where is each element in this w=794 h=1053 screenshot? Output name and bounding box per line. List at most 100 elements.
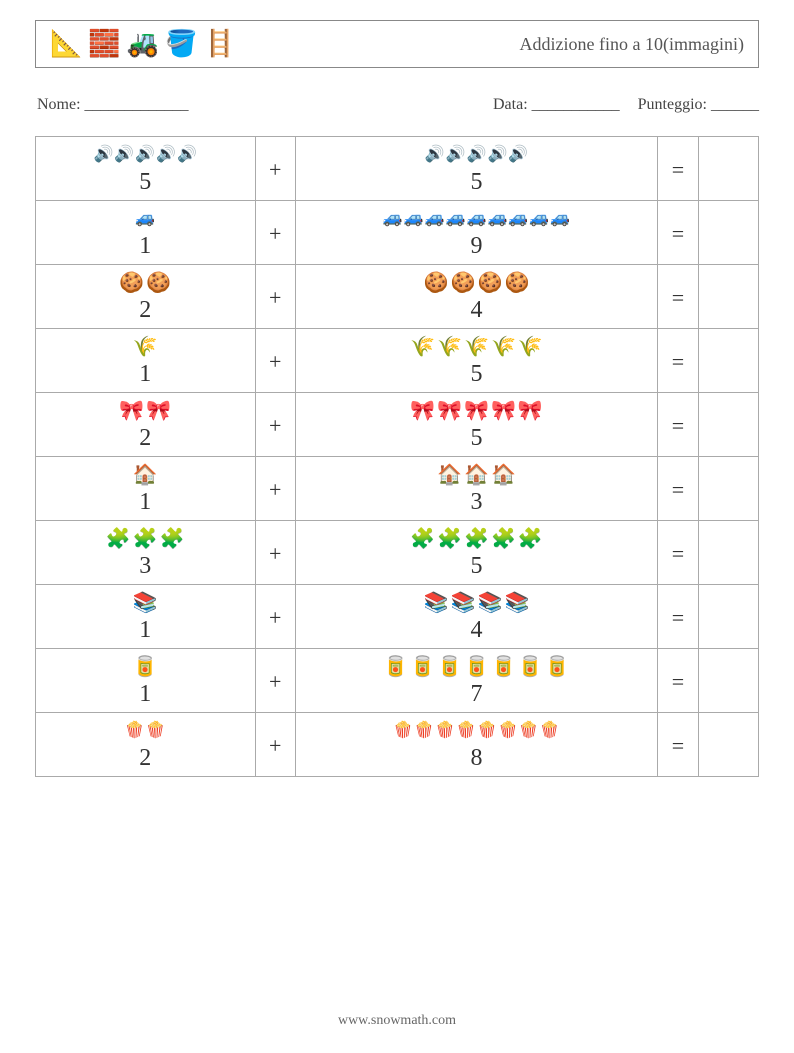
- problem-row: 🚙1+🚙🚙🚙🚙🚙🚙🚙🚙🚙9=: [36, 201, 759, 265]
- answer-cell[interactable]: [698, 713, 758, 777]
- equals-sign: =: [658, 649, 698, 713]
- can-icon: 🥫: [383, 657, 408, 677]
- operand-left: 🌾1: [36, 329, 256, 393]
- popcorn-icon: 🍿: [456, 723, 476, 739]
- operand-left-value: 3: [139, 553, 151, 580]
- wheat-icon: 🌾: [518, 337, 543, 357]
- ladder-icon: 🪜: [204, 31, 236, 57]
- operand-right-value: 3: [471, 489, 483, 516]
- ginger-icon: 🍪: [478, 273, 503, 293]
- maze-icon: 🧩: [464, 529, 489, 549]
- equals-sign: =: [658, 393, 698, 457]
- operand-right-value: 7: [471, 681, 483, 708]
- operand-left: 🧩🧩🧩3: [36, 521, 256, 585]
- operand-right: 🍿🍿🍿🍿🍿🍿🍿🍿8: [295, 713, 658, 777]
- operand-right: 🔊🔊🔊🔊🔊5: [295, 137, 658, 201]
- answer-cell[interactable]: [698, 521, 758, 585]
- operand-left: 📚1: [36, 585, 256, 649]
- answer-cell[interactable]: [698, 201, 758, 265]
- bowtie-icon: 🎀: [464, 401, 489, 421]
- operand-left: 🍿🍿2: [36, 713, 256, 777]
- car-icon: 🚙: [529, 211, 549, 227]
- car-icon: 🚙: [487, 211, 507, 227]
- plus-sign: +: [255, 457, 295, 521]
- operand-right-value: 5: [471, 169, 483, 196]
- car-icon: 🚙: [550, 211, 570, 227]
- answer-cell[interactable]: [698, 265, 758, 329]
- operand-right-value: 4: [471, 617, 483, 644]
- operand-left-value: 2: [139, 297, 151, 324]
- books-icon: 📚: [504, 593, 529, 613]
- plus-sign: +: [255, 201, 295, 265]
- equals-sign: =: [658, 713, 698, 777]
- maze-icon: 🧩: [437, 529, 462, 549]
- operand-right: 🥫🥫🥫🥫🥫🥫🥫7: [295, 649, 658, 713]
- operand-left-value: 1: [139, 617, 151, 644]
- compass-icon: 📐: [50, 31, 82, 57]
- operand-left: 🏠1: [36, 457, 256, 521]
- maze-icon: 🧩: [133, 529, 158, 549]
- house-icon: 🏠: [491, 465, 516, 485]
- books-icon: 📚: [451, 593, 476, 613]
- equals-sign: =: [658, 265, 698, 329]
- problem-row: 🔊🔊🔊🔊🔊5+🔊🔊🔊🔊🔊5=: [36, 137, 759, 201]
- popcorn-icon: 🍿: [125, 723, 145, 739]
- operand-right: 🍪🍪🍪🍪4: [295, 265, 658, 329]
- name-field: Nome: _____________: [37, 96, 189, 114]
- answer-cell[interactable]: [698, 585, 758, 649]
- equals-sign: =: [658, 201, 698, 265]
- popcorn-icon: 🍿: [498, 723, 518, 739]
- books-icon: 📚: [478, 593, 503, 613]
- operand-left-value: 1: [139, 233, 151, 260]
- problem-row: 🧩🧩🧩3+🧩🧩🧩🧩🧩5=: [36, 521, 759, 585]
- wheat-icon: 🌾: [437, 337, 462, 357]
- answer-cell[interactable]: [698, 457, 758, 521]
- wheat-icon: 🌾: [133, 337, 158, 357]
- bowtie-icon: 🎀: [146, 401, 171, 421]
- footer-url: www.snowmath.com: [0, 1013, 794, 1029]
- operand-right-value: 4: [471, 297, 483, 324]
- answer-cell[interactable]: [698, 393, 758, 457]
- problem-row: 📚1+📚📚📚📚4=: [36, 585, 759, 649]
- house-icon: 🏠: [133, 465, 158, 485]
- speaker-icon: 🔊: [156, 147, 176, 163]
- operand-left: 🥫1: [36, 649, 256, 713]
- date-field: Data: ___________: [493, 96, 620, 114]
- answer-cell[interactable]: [698, 649, 758, 713]
- plus-sign: +: [255, 393, 295, 457]
- operand-left-value: 1: [139, 361, 151, 388]
- operand-right: 📚📚📚📚4: [295, 585, 658, 649]
- equals-sign: =: [658, 585, 698, 649]
- plus-sign: +: [255, 521, 295, 585]
- operand-right-value: 9: [471, 233, 483, 260]
- speaker-icon: 🔊: [177, 147, 197, 163]
- car-icon: 🚙: [446, 211, 466, 227]
- can-icon: 🥫: [545, 657, 570, 677]
- car-icon: 🚙: [404, 211, 424, 227]
- operand-right: 🧩🧩🧩🧩🧩5: [295, 521, 658, 585]
- maze-icon: 🧩: [518, 529, 543, 549]
- popcorn-icon: 🍿: [519, 723, 539, 739]
- speaker-icon: 🔊: [446, 147, 466, 163]
- problem-row: 🥫1+🥫🥫🥫🥫🥫🥫🥫7=: [36, 649, 759, 713]
- ginger-icon: 🍪: [504, 273, 529, 293]
- score-field: Punteggio: ______: [638, 96, 759, 114]
- bowtie-icon: 🎀: [119, 401, 144, 421]
- bucket-icon: 🪣: [165, 31, 197, 57]
- maze-icon: 🧩: [410, 529, 435, 549]
- answer-cell[interactable]: [698, 137, 758, 201]
- popcorn-icon: 🍿: [146, 723, 166, 739]
- plus-sign: +: [255, 329, 295, 393]
- answer-cell[interactable]: [698, 329, 758, 393]
- operand-left: 🎀🎀2: [36, 393, 256, 457]
- meta-row: Nome: _____________ Data: ___________ Pu…: [35, 96, 759, 114]
- bowtie-icon: 🎀: [518, 401, 543, 421]
- books-icon: 📚: [424, 593, 449, 613]
- speaker-icon: 🔊: [135, 147, 155, 163]
- books-icon: 📚: [133, 593, 158, 613]
- popcorn-icon: 🍿: [393, 723, 413, 739]
- problem-row: 🎀🎀2+🎀🎀🎀🎀🎀5=: [36, 393, 759, 457]
- operand-right: 🏠🏠🏠3: [295, 457, 658, 521]
- bowtie-icon: 🎀: [491, 401, 516, 421]
- popcorn-icon: 🍿: [477, 723, 497, 739]
